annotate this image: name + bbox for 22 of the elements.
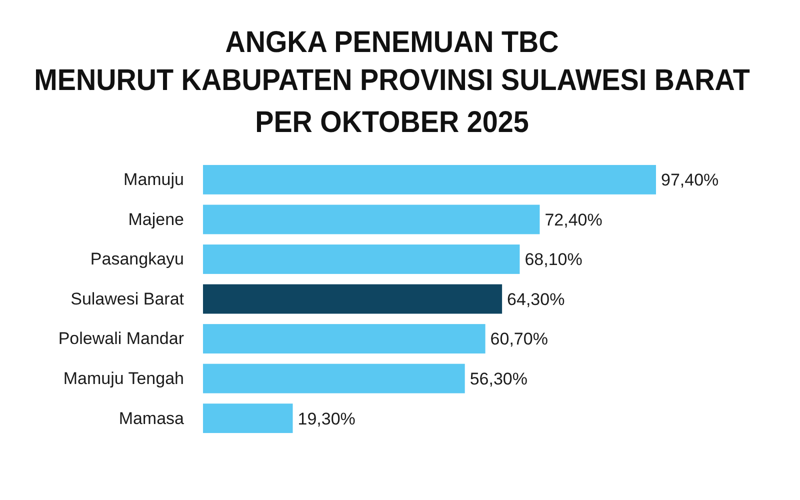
bar [203,324,486,354]
bar [203,284,502,314]
bar [203,164,656,194]
data-label: 72,40% [544,210,602,230]
y-tick-label: Mamuju [124,170,184,190]
bar [203,404,293,434]
chart-title: ANGKA PENEMUAN TBC MENURUT KABUPATEN PROVINSI SULAWESI BARAT PER OKTOBER 2025 [34,26,750,140]
bar [203,364,465,394]
data-label: 56,30% [470,369,528,388]
y-tick-label: Mamuju Tengah [63,368,184,388]
y-tick-label: Polewali Mandar [58,329,184,348]
y-tick-label: Sulawesi Barat [70,289,184,308]
y-tick-label: Pasangkayu [90,250,184,269]
data-label: 97,40% [661,170,719,190]
bar [203,204,540,234]
bar [203,244,520,274]
y-tick-label: Majene [128,210,184,229]
data-label: 64,30% [507,290,565,309]
data-label: 60,70% [490,330,548,349]
data-label: 68,10% [524,250,582,270]
y-tick-label: Mamasa [118,408,185,428]
data-label: 19,30% [298,409,356,428]
